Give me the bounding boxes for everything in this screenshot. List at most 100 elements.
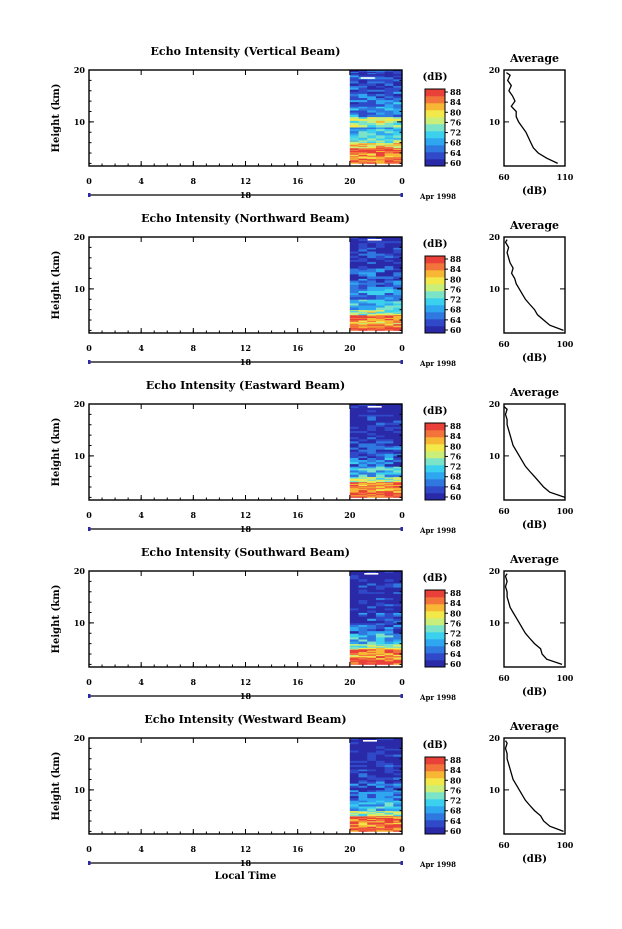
heatmap-cell bbox=[358, 266, 368, 269]
heatmap-cell bbox=[349, 811, 359, 814]
heatmap-cell bbox=[375, 257, 386, 261]
heatmap-cell bbox=[367, 157, 377, 159]
heatmap-cell bbox=[384, 81, 394, 84]
heatmap-cell bbox=[384, 150, 394, 153]
heatmap-cell bbox=[349, 433, 359, 436]
x-tick-label: 4 bbox=[138, 343, 144, 353]
heatmap-cell bbox=[384, 146, 394, 149]
heatmap-cell bbox=[367, 87, 377, 91]
average-profile-line bbox=[504, 239, 564, 332]
heatmap-cell bbox=[358, 593, 368, 597]
heatmap-cell bbox=[367, 143, 377, 146]
heatmap-cell bbox=[367, 830, 377, 832]
heatmap-cell bbox=[393, 577, 403, 580]
heatmap-cell bbox=[358, 157, 368, 159]
heatmap-cell bbox=[384, 148, 394, 151]
heatmap-cell bbox=[393, 824, 403, 826]
heatmap-cell bbox=[358, 622, 368, 626]
heatmap-cell bbox=[384, 156, 394, 158]
heatmap-cell bbox=[367, 474, 377, 478]
heatmap-cell bbox=[349, 316, 359, 319]
heatmap-cell bbox=[393, 589, 403, 593]
heatmap-cell bbox=[375, 827, 386, 829]
heatmap-cell bbox=[358, 487, 368, 489]
heatmap-cell bbox=[349, 445, 359, 448]
heatmap-cell bbox=[358, 449, 368, 453]
average-title: Average bbox=[509, 553, 559, 566]
heatmap-cell bbox=[384, 817, 394, 820]
heatmap-cell bbox=[349, 654, 359, 656]
x-tick-label: 0 bbox=[86, 343, 92, 353]
heatmap-cell bbox=[349, 606, 359, 609]
heatmap-cell bbox=[358, 806, 368, 809]
heatmap-cell bbox=[358, 125, 368, 128]
heatmap-cell bbox=[393, 787, 403, 791]
colorbar-tick-label: 76 bbox=[450, 284, 462, 294]
heatmap-cell bbox=[367, 659, 377, 661]
y-tick-label: 10 bbox=[74, 618, 86, 628]
heatmap-cell bbox=[393, 310, 403, 313]
heatmap-cell bbox=[358, 149, 368, 152]
heatmap-cell bbox=[367, 760, 377, 764]
day-line-marker bbox=[400, 193, 403, 197]
heatmap-cell bbox=[367, 455, 377, 459]
heatmap-cell bbox=[375, 493, 386, 495]
heatmap-cell bbox=[384, 754, 394, 758]
heatmap-cell bbox=[367, 466, 377, 469]
heatmap-cell bbox=[367, 316, 377, 319]
heatmap-cell bbox=[367, 479, 377, 482]
heatmap-cell bbox=[384, 151, 394, 154]
heatmap-cell bbox=[375, 286, 386, 290]
heatmap-cell bbox=[393, 141, 403, 144]
heatmap-cell bbox=[367, 742, 377, 745]
heatmap-cell bbox=[367, 112, 377, 116]
heatmap-cell bbox=[358, 490, 368, 492]
colorbar-swatch bbox=[425, 263, 445, 271]
heatmap-cell bbox=[384, 142, 394, 145]
heatmap-cell bbox=[393, 639, 403, 642]
heatmap-cell bbox=[384, 824, 394, 826]
heatmap-cell bbox=[358, 453, 368, 457]
heatmap-cell bbox=[349, 257, 359, 261]
heatmap-cell bbox=[384, 806, 394, 809]
heatmap-cell bbox=[358, 255, 368, 259]
heatmap-cell bbox=[393, 825, 403, 827]
heatmap-cell bbox=[375, 153, 386, 155]
heatmap-cell bbox=[393, 644, 403, 647]
heatmap-cell bbox=[384, 738, 394, 741]
heatmap-cell bbox=[358, 93, 368, 97]
heatmap-cell bbox=[358, 595, 368, 599]
colorbar-swatch bbox=[425, 778, 445, 786]
heatmap-cell bbox=[358, 143, 368, 146]
heatmap-cell bbox=[358, 817, 368, 820]
heatmap-cell bbox=[367, 825, 377, 827]
heatmap-cell bbox=[375, 589, 386, 593]
heatmap-cell bbox=[375, 800, 386, 803]
heatmap-cell bbox=[349, 750, 359, 753]
heatmap-cell bbox=[349, 290, 359, 294]
heatmap-cell bbox=[375, 616, 386, 620]
heatmap-cell bbox=[358, 437, 368, 440]
heatmap-cell bbox=[349, 155, 359, 157]
heatmap-cell bbox=[349, 159, 359, 161]
heatmap-cell bbox=[367, 125, 377, 128]
chart-panel-0: Echo Intensity (Vertical Beam)2010Height… bbox=[51, 45, 574, 201]
heatmap-cell bbox=[349, 317, 359, 320]
heatmap-cell bbox=[384, 118, 394, 122]
heatmap-cell bbox=[384, 127, 394, 130]
heatmap-cell bbox=[384, 87, 394, 91]
heatmap-cell bbox=[384, 663, 394, 665]
heatmap-cell bbox=[349, 299, 359, 302]
heatmap-cell bbox=[393, 329, 403, 331]
heatmap-cell bbox=[384, 794, 394, 797]
heatmap-cell bbox=[384, 288, 394, 292]
x-tick-label: 16 bbox=[292, 176, 304, 186]
heatmap-cell bbox=[367, 410, 377, 413]
heatmap-cell bbox=[393, 480, 403, 483]
heatmap-cell bbox=[358, 826, 368, 828]
heatmap-cell bbox=[358, 137, 368, 139]
heatmap-cell bbox=[384, 635, 394, 638]
heatmap-cell bbox=[375, 268, 386, 271]
colorbar-swatch bbox=[425, 458, 445, 466]
date-label: Apr 1998 bbox=[419, 693, 456, 702]
